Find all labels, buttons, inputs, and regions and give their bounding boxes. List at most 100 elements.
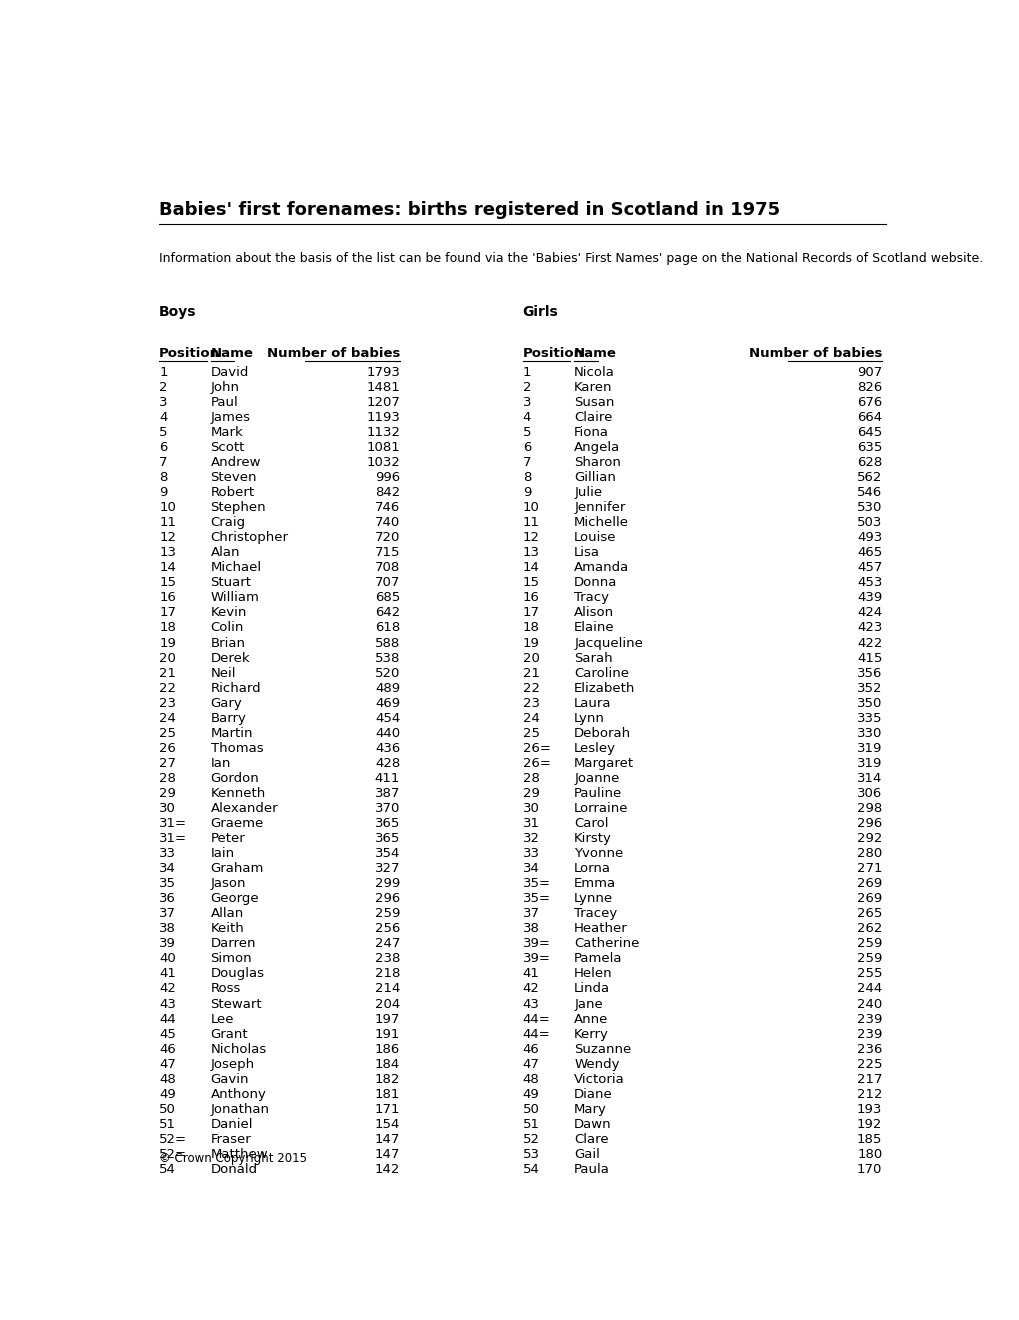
Text: Jonathan: Jonathan	[210, 1102, 269, 1115]
Text: 52: 52	[522, 1133, 539, 1146]
Text: Kenneth: Kenneth	[210, 787, 266, 800]
Text: 454: 454	[375, 711, 399, 725]
Text: 49: 49	[522, 1088, 539, 1101]
Text: 193: 193	[856, 1102, 881, 1115]
Text: Ian: Ian	[210, 756, 230, 770]
Text: Douglas: Douglas	[210, 968, 264, 981]
Text: 618: 618	[375, 622, 399, 635]
Text: Deborah: Deborah	[574, 727, 631, 739]
Text: Martin: Martin	[210, 727, 253, 739]
Text: 1207: 1207	[366, 396, 399, 409]
Text: Thomas: Thomas	[210, 742, 263, 755]
Text: Stephen: Stephen	[210, 502, 266, 513]
Text: 11: 11	[159, 516, 176, 529]
Text: 664: 664	[856, 411, 881, 424]
Text: 292: 292	[856, 832, 881, 845]
Text: 715: 715	[374, 546, 399, 560]
Text: John: John	[210, 380, 239, 393]
Text: © Crown Copyright 2015: © Crown Copyright 2015	[159, 1152, 307, 1166]
Text: Diane: Diane	[574, 1088, 612, 1101]
Text: Michael: Michael	[210, 561, 261, 574]
Text: 244: 244	[856, 982, 881, 995]
Text: 192: 192	[856, 1118, 881, 1131]
Text: 52=: 52=	[159, 1148, 186, 1162]
Text: 271: 271	[856, 862, 881, 875]
Text: 142: 142	[374, 1163, 399, 1176]
Text: 415: 415	[856, 652, 881, 664]
Text: Girls: Girls	[522, 305, 558, 318]
Text: 17: 17	[159, 606, 176, 619]
Text: Keith: Keith	[210, 923, 244, 936]
Text: Name: Name	[210, 347, 253, 360]
Text: 280: 280	[856, 847, 881, 861]
Text: Andrew: Andrew	[210, 455, 261, 469]
Text: 180: 180	[856, 1148, 881, 1162]
Text: 44=: 44=	[522, 1028, 550, 1040]
Text: Helen: Helen	[574, 968, 612, 981]
Text: 907: 907	[856, 366, 881, 379]
Text: 26=: 26=	[522, 756, 550, 770]
Text: 439: 439	[856, 591, 881, 605]
Text: 51: 51	[522, 1118, 539, 1131]
Text: Allan: Allan	[210, 907, 244, 920]
Text: 269: 269	[856, 878, 881, 890]
Text: 440: 440	[375, 727, 399, 739]
Text: 1193: 1193	[366, 411, 399, 424]
Text: 50: 50	[159, 1102, 176, 1115]
Text: 34: 34	[522, 862, 539, 875]
Text: 46: 46	[159, 1043, 175, 1056]
Text: 43: 43	[159, 998, 176, 1011]
Text: 31=: 31=	[159, 832, 186, 845]
Text: Kirsty: Kirsty	[574, 832, 611, 845]
Text: Lynn: Lynn	[574, 711, 604, 725]
Text: Derek: Derek	[210, 652, 250, 664]
Text: 44=: 44=	[522, 1012, 550, 1026]
Text: 35: 35	[159, 878, 176, 890]
Text: 9: 9	[159, 486, 167, 499]
Text: 335: 335	[856, 711, 881, 725]
Text: 53: 53	[522, 1148, 539, 1162]
Text: Name: Name	[574, 347, 616, 360]
Text: 562: 562	[856, 471, 881, 484]
Text: 23: 23	[522, 697, 539, 710]
Text: Boys: Boys	[159, 305, 197, 318]
Text: 15: 15	[159, 577, 176, 589]
Text: 10: 10	[522, 502, 539, 513]
Text: 2: 2	[522, 380, 531, 393]
Text: 185: 185	[856, 1133, 881, 1146]
Text: 306: 306	[856, 787, 881, 800]
Text: 29: 29	[159, 787, 176, 800]
Text: 7: 7	[522, 455, 531, 469]
Text: 588: 588	[375, 636, 399, 649]
Text: 520: 520	[374, 667, 399, 680]
Text: 436: 436	[375, 742, 399, 755]
Text: Simon: Simon	[210, 953, 252, 965]
Text: 6: 6	[159, 441, 167, 454]
Text: Position: Position	[159, 347, 220, 360]
Text: 538: 538	[374, 652, 399, 664]
Text: 1: 1	[159, 366, 167, 379]
Text: 32: 32	[522, 832, 539, 845]
Text: 236: 236	[856, 1043, 881, 1056]
Text: Information about the basis of the list can be found via the 'Babies' First Name: Information about the basis of the list …	[159, 252, 982, 265]
Text: 546: 546	[856, 486, 881, 499]
Text: 181: 181	[374, 1088, 399, 1101]
Text: Wendy: Wendy	[574, 1057, 619, 1071]
Text: 47: 47	[522, 1057, 539, 1071]
Text: 20: 20	[522, 652, 539, 664]
Text: Gillian: Gillian	[574, 471, 615, 484]
Text: 319: 319	[856, 756, 881, 770]
Text: 298: 298	[856, 803, 881, 814]
Text: 36: 36	[159, 892, 176, 906]
Text: 38: 38	[522, 923, 539, 936]
Text: 356: 356	[856, 667, 881, 680]
Text: 37: 37	[159, 907, 176, 920]
Text: Gordon: Gordon	[210, 772, 259, 785]
Text: 186: 186	[375, 1043, 399, 1056]
Text: 14: 14	[522, 561, 539, 574]
Text: Carol: Carol	[574, 817, 608, 830]
Text: 31: 31	[522, 817, 539, 830]
Text: 330: 330	[856, 727, 881, 739]
Text: Lorna: Lorna	[574, 862, 610, 875]
Text: 54: 54	[522, 1163, 539, 1176]
